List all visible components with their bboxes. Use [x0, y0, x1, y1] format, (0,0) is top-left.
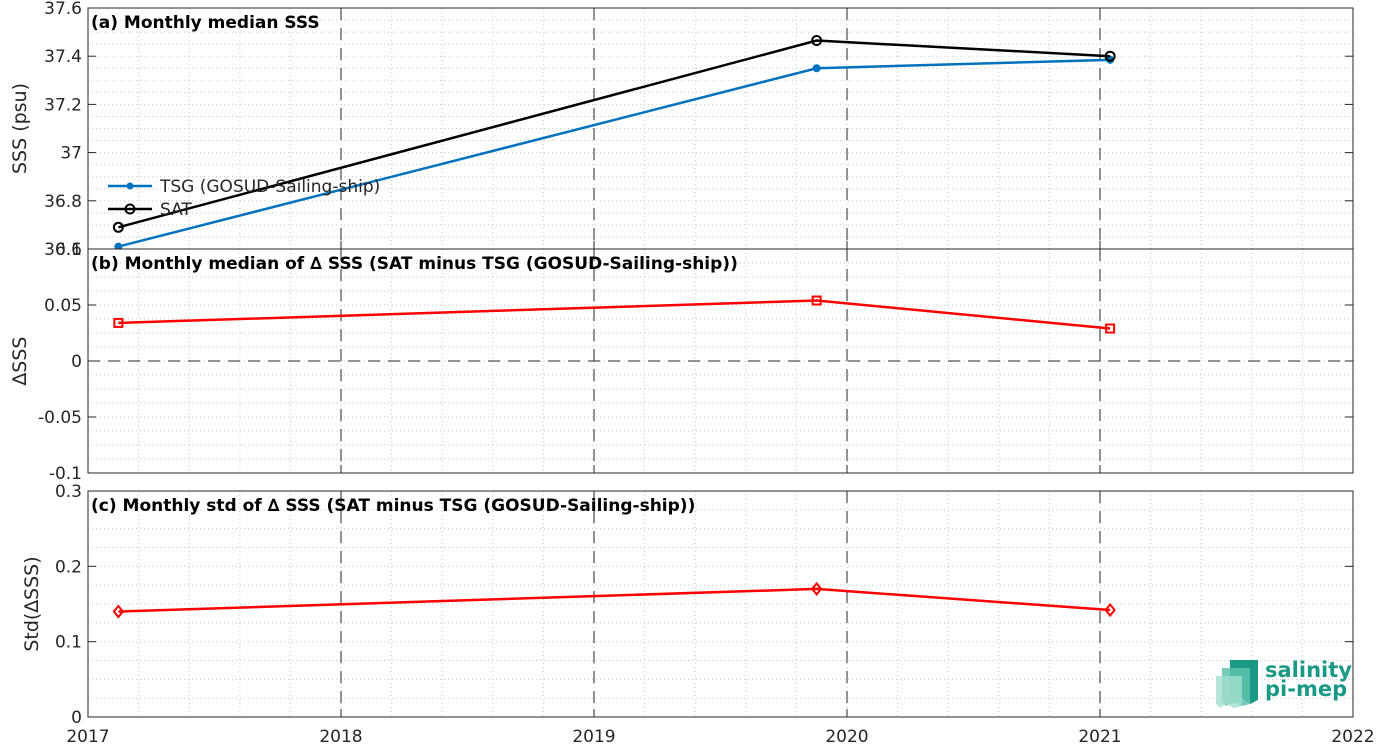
legend: TSG (GOSUD-Sailing-ship) SAT [108, 177, 380, 220]
y-tick-label: 36.6 [44, 240, 82, 260]
axes-frame [87, 490, 1354, 718]
minor-grid [88, 248, 1353, 474]
legend-swatch-marker [124, 203, 136, 215]
legend-label: TSG (GOSUD-Sailing-ship) [159, 177, 380, 197]
major-grid [340, 8, 1101, 249]
y-tick-label: 0 [71, 708, 82, 728]
data-point [811, 295, 822, 306]
y-tick-label: 37.2 [44, 95, 82, 115]
major-grid [340, 491, 1101, 717]
y-tick-label: 36.8 [44, 192, 82, 212]
series-line [118, 299, 1111, 330]
salinity-pi-mep-logo: salinity pi-mep [1216, 658, 1352, 708]
y-tick-label: 0.2 [55, 557, 82, 577]
y-tick-label: 37 [60, 144, 82, 164]
data-point [810, 581, 823, 597]
logo-text-line1: salinity [1265, 658, 1352, 682]
data-point [112, 221, 124, 233]
y-tick-label: 0.05 [44, 296, 82, 316]
panel-title: (a) Monthly median SSS [91, 13, 320, 33]
y-tick-label: 37.4 [44, 47, 82, 67]
data-point [112, 604, 125, 619]
series-delta [113, 295, 1116, 334]
logo-mark-icon [1216, 660, 1258, 708]
data-point [1105, 323, 1116, 334]
x-tick-label: 2022 [1331, 727, 1374, 745]
y-tick-label: 0.1 [55, 240, 82, 260]
panel-b: -0.1 -0.05 0 0.05 0.1 ∆SSS (b) Monthly median … [9, 240, 1354, 484]
data-point [113, 317, 124, 328]
legend-swatch-marker [126, 182, 134, 190]
y-axis-label: Std(∆SSS) [21, 556, 43, 651]
legend-label: SAT [160, 200, 192, 220]
y-tick-label: 0.3 [55, 482, 82, 502]
series-delta [112, 581, 1116, 619]
data-point [1104, 602, 1116, 618]
logo-text-line2: pi-mep [1265, 677, 1347, 701]
panel-title: (c) Monthly std of ∆ SSS (SAT minus TSG … [91, 496, 695, 516]
y-axis-label: SSS (psu) [9, 83, 31, 174]
x-tick-label: 2020 [825, 727, 868, 745]
y-tick-label: 37.6 [44, 0, 82, 19]
series-line [118, 587, 1111, 613]
panel-a: 36.6 36.8 37 37.2 37.4 37.6 SSS (psu) (a) Month… [9, 0, 1354, 260]
y-tick-label: -0.05 [38, 408, 82, 428]
x-tick-label: 2018 [319, 727, 362, 745]
series-line [118, 39, 1111, 229]
y-tick-label: 0 [71, 352, 82, 372]
data-point [811, 35, 823, 47]
x-tick-label: 2021 [1078, 727, 1121, 745]
x-tick-label: 2019 [572, 727, 615, 745]
series-sat [112, 35, 1116, 233]
panel-title: (b) Monthly median of ∆ SSS (SAT minus T… [91, 254, 738, 274]
data-point [1104, 50, 1116, 62]
y-axis-label: ∆SSS [9, 337, 31, 387]
y-tick-label: -0.1 [49, 464, 82, 484]
data-point [812, 64, 821, 73]
y-tick-label: 0.1 [55, 633, 82, 653]
panel-c: 0 0.1 0.2 0.3 2017 2018 2019 2020 2021 2022 Std(∆S… [21, 482, 1375, 745]
x-tick-label: 2017 [66, 727, 109, 745]
